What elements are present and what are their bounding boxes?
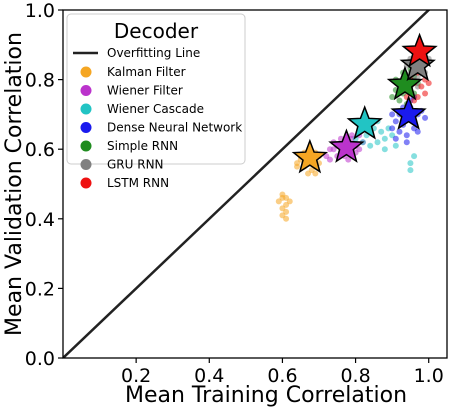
legend-label-simple-rnn: Simple RNN: [107, 139, 178, 153]
legend-swatch-kalman-filter: [80, 66, 92, 78]
mean-star-lstm-rnn: [401, 32, 438, 68]
legend-swatch-gru-rnn: [80, 159, 92, 170]
point-dense-neural-network: [403, 132, 410, 139]
point-kalman-filter: [286, 198, 293, 205]
point-lstm-rnn: [422, 90, 429, 97]
mean-star-dense-neural-network: [390, 95, 427, 130]
point-dense-neural-network: [392, 118, 399, 125]
legend-swatch-wiener-filter: [80, 85, 92, 96]
point-simple-rnn: [389, 94, 396, 100]
legend-title: Decoder: [114, 19, 199, 43]
point-wiener-filter: [326, 146, 333, 153]
point-kalman-filter: [312, 170, 319, 177]
point-wiener-cascade: [381, 135, 388, 142]
mean-star-wiener-cascade: [346, 105, 383, 140]
y-tick-label: 0.4: [25, 209, 55, 231]
plot-frame: [62, 9, 448, 359]
x-axis: 0.2 0.4 0.6 0.8 1.0: [121, 358, 444, 387]
point-dense-neural-network: [392, 135, 399, 142]
y-axis: 0.0 0.2 0.4 0.6 0.8 1.0: [25, 0, 63, 370]
overfitting-line: [63, 10, 431, 358]
point-kalman-filter: [283, 215, 290, 222]
point-lstm-rnn: [418, 83, 425, 90]
legend: Decoder Overfitting Line Kalman Filter Wi…: [66, 13, 246, 190]
point-dense-neural-network: [389, 111, 396, 118]
point-simple-rnn: [396, 97, 403, 104]
y-tick-label: 0.8: [25, 70, 55, 92]
y-tick-label: 0.2: [25, 278, 55, 300]
point-kalman-filter: [294, 160, 301, 167]
x-tick-label: 0.2: [121, 365, 151, 387]
legend-swatch-dense-neural-network: [80, 122, 92, 133]
legend-label-gru-rnn: GRU RNN: [107, 158, 164, 172]
mean-star-simple-rnn: [386, 65, 424, 101]
x-tick-label: 0.6: [267, 365, 297, 387]
point-wiener-cascade: [378, 128, 385, 135]
legend-label-wiener-cascade: Wiener Cascade: [107, 102, 204, 116]
point-wiener-cascade: [367, 142, 374, 149]
legend-swatch-wiener-cascade: [80, 103, 92, 115]
point-wiener-cascade: [381, 146, 388, 153]
x-axis-label: Mean Training Correlation: [125, 383, 407, 408]
point-kalman-filter: [279, 194, 286, 201]
y-axis-label: Mean Validation Correlation: [2, 32, 27, 336]
point-wiener-cascade: [374, 139, 381, 146]
point-wiener-cascade: [407, 167, 414, 174]
legend-swatch-lstm-rnn: [80, 177, 92, 189]
point-wiener-cascade: [407, 160, 414, 167]
legend-label-dense-neural-network: Dense Neural Network: [107, 121, 242, 135]
point-wiener-filter: [326, 156, 333, 163]
legend-box: [66, 13, 246, 165]
x-tick-label: 0.4: [194, 365, 224, 387]
y-tick-label: 1.0: [25, 0, 55, 22]
point-dense-neural-network: [389, 125, 396, 132]
legend-swatch-simple-rnn: [80, 140, 92, 152]
x-tick-label: 1.0: [414, 365, 444, 387]
mean-star-kalman-filter: [291, 138, 329, 174]
mean-markers: [291, 32, 438, 174]
point-kalman-filter: [305, 170, 312, 177]
legend-label-kalman-filter: Kalman Filter: [107, 65, 186, 79]
mean-star-gru-rnn: [399, 46, 436, 82]
legend-items: Kalman Filter Wiener Filter Wiener Cascade…: [80, 65, 242, 190]
point-dense-neural-network: [396, 128, 403, 135]
legend-label-lstm-rnn: LSTM RNN: [107, 176, 169, 190]
legend-label-overfitting-line: Overfitting Line: [107, 46, 200, 60]
x-tick-label: 0.8: [340, 365, 370, 387]
point-lstm-rnn: [425, 80, 432, 87]
point-wiener-cascade: [352, 135, 359, 142]
point-dense-neural-network: [403, 139, 410, 146]
point-dense-neural-network: [414, 128, 421, 135]
point-dense-neural-network: [422, 114, 429, 121]
y-tick-label: 0.0: [25, 348, 55, 370]
point-wiener-cascade: [411, 153, 418, 160]
y-tick-label: 0.6: [25, 139, 55, 161]
legend-label-wiener-filter: Wiener Filter: [107, 84, 183, 98]
mean-star-wiener-filter: [328, 128, 365, 163]
point-wiener-cascade: [392, 142, 399, 149]
